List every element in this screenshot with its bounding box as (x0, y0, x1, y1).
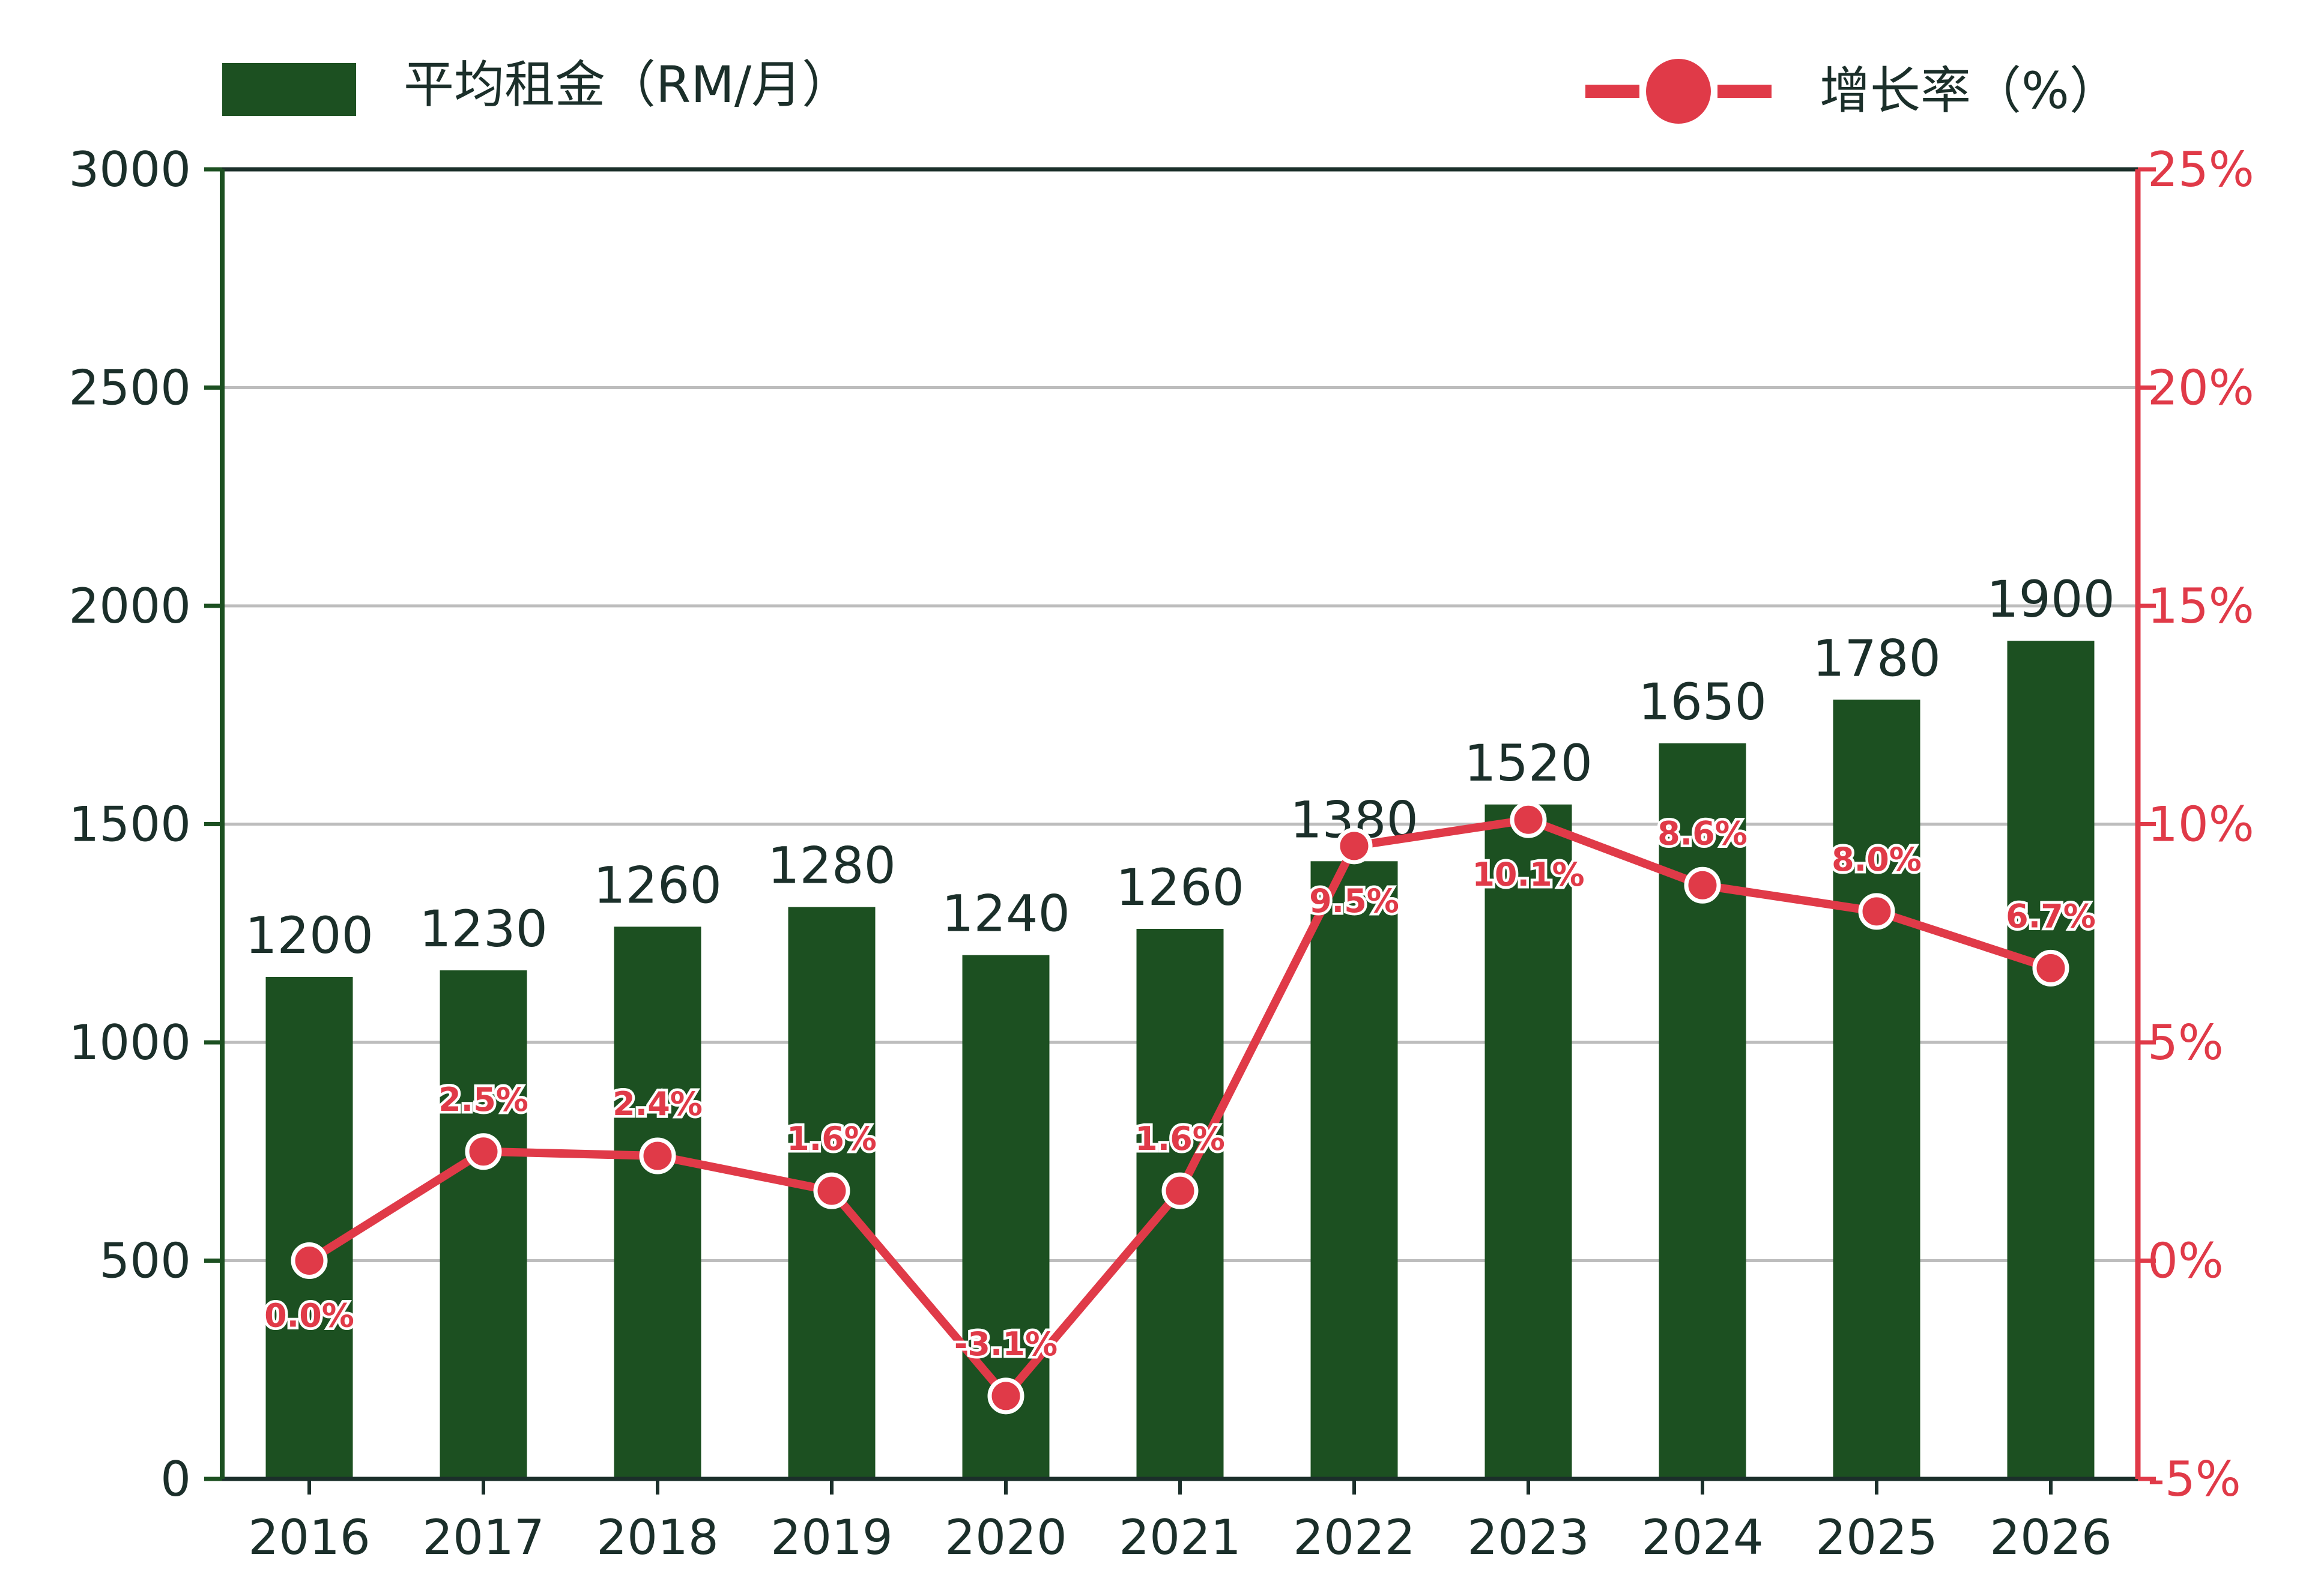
x-tick-label: 2020 (945, 1510, 1067, 1565)
growth-point-2018 (639, 1137, 676, 1174)
x-tick-label: 2017 (422, 1510, 545, 1565)
x-axis: 2016 2017 2018 2019 2020 2021 2022 2023 2024 2025… (248, 1479, 2112, 1565)
bar-data-label: 1650 (1638, 673, 1767, 731)
bar-data-label: 1280 (767, 836, 896, 895)
growth-point-2023 (1510, 801, 1547, 838)
bar-data-label: 1900 (1987, 570, 2115, 629)
bar-data-label: 1240 (942, 884, 1070, 943)
growth-data-label: 2.4% (613, 1085, 703, 1123)
growth-data-label: 9.5% (1309, 882, 1399, 920)
x-tick-label: 2021 (1119, 1510, 1241, 1565)
right-y-tick-label: 20% (2147, 360, 2254, 416)
growth-point-2026 (2032, 949, 2069, 987)
left-y-tick-label: 0 (160, 1451, 191, 1507)
growth-data-label: -3.1% (954, 1325, 1058, 1363)
growth-data-label: 8.0% (1832, 841, 1922, 878)
right-y-axis: -5% 0% 5% 10% 15% 20% 25% (2138, 142, 2254, 1507)
legend: 平均租金（RM/月） 增长率（%） (222, 55, 2120, 124)
x-tick-label: 2023 (1467, 1510, 1590, 1565)
growth-data-label: 1.6% (787, 1120, 877, 1158)
line-series: 0.0% 2.5% 2.4% 1.6% -3.1% 1.6% 9.5% 10.1% 8.6% 8.… (262, 801, 2098, 1415)
bar-data-label: 1780 (1812, 629, 1941, 688)
bar-data-label: 1230 (419, 899, 548, 958)
bar-data-label: 1520 (1464, 734, 1593, 793)
left-y-axis: 0 500 1000 1500 2000 2500 3000 (68, 142, 222, 1507)
legend-line-label: 增长率（%） (1820, 61, 2120, 120)
bar-data-label: 1260 (593, 856, 722, 914)
growth-point-2016 (291, 1242, 328, 1279)
growth-data-label: 2.5% (438, 1081, 528, 1119)
left-y-tick-label: 2000 (68, 578, 191, 634)
growth-point-2024 (1684, 866, 1721, 904)
growth-point-2019 (813, 1172, 850, 1209)
left-y-tick-label: 1000 (68, 1015, 191, 1071)
growth-point-2017 (465, 1133, 502, 1170)
right-y-tick-label: -5% (2147, 1451, 2241, 1507)
right-y-tick-label: 0% (2147, 1233, 2224, 1289)
bar-2024 (1659, 743, 1746, 1479)
growth-point-2021 (1161, 1172, 1199, 1209)
right-y-tick-label: 25% (2147, 142, 2254, 198)
left-y-tick-label: 2500 (68, 360, 191, 416)
bar-2022 (1310, 861, 1398, 1479)
x-tick-label: 2024 (1641, 1510, 1764, 1565)
left-y-tick-label: 3000 (68, 142, 191, 198)
x-tick-label: 2018 (596, 1510, 719, 1565)
bar-data-label: 1260 (1116, 858, 1244, 917)
x-tick-label: 2025 (1815, 1510, 1938, 1565)
growth-data-label: 0.0% (264, 1297, 354, 1335)
legend-line-marker (1646, 59, 1711, 124)
growth-point-2025 (1858, 893, 1895, 930)
bar-2017 (440, 970, 527, 1479)
growth-data-label: 1.6% (1135, 1120, 1225, 1158)
bar-2025 (1833, 700, 1920, 1479)
right-y-tick-label: 10% (2147, 797, 2254, 853)
x-tick-label: 2026 (1990, 1510, 2112, 1565)
left-y-tick-label: 1500 (68, 797, 191, 853)
bar-data-label: 1200 (245, 906, 374, 965)
bar-2023 (1484, 804, 1572, 1479)
growth-point-2022 (1336, 827, 1373, 865)
left-y-tick-label: 500 (99, 1233, 191, 1289)
growth-data-label: 6.7% (2006, 897, 2096, 935)
bar-2018 (614, 926, 701, 1479)
legend-bar-label: 平均租金（RM/月） (404, 55, 852, 114)
bar-2026 (2007, 641, 2095, 1479)
x-tick-label: 2019 (770, 1510, 893, 1565)
right-y-tick-label: 15% (2147, 578, 2254, 634)
growth-data-label: 8.6% (1657, 814, 1748, 852)
legend-bar-swatch (222, 63, 356, 116)
bar-2016 (265, 976, 353, 1479)
growth-point-2020 (987, 1377, 1024, 1415)
right-y-tick-label: 5% (2147, 1015, 2224, 1071)
x-tick-label: 2016 (248, 1510, 371, 1565)
bar-series (265, 641, 2095, 1479)
x-tick-label: 2022 (1293, 1510, 1415, 1565)
growth-data-label: 10.1% (1472, 856, 1584, 893)
